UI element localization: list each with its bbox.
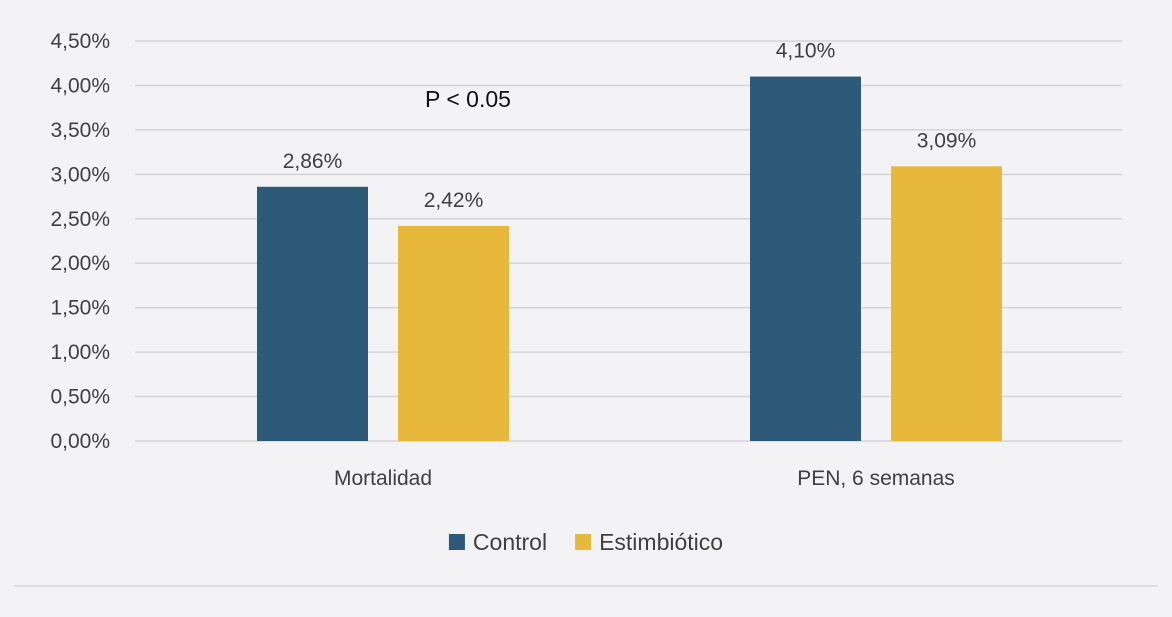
legend-swatch — [448, 534, 465, 550]
data-label: 2,86% — [283, 150, 343, 173]
legend-swatch — [575, 534, 592, 550]
data-label: 3,09% — [917, 129, 977, 152]
x-axis-category-labels: Mortalidad PEN, 6 semanas — [334, 467, 955, 490]
y-tick-label: 1,00% — [50, 341, 110, 364]
data-label: 2,42% — [424, 189, 484, 212]
bar-control — [257, 186, 368, 441]
legend: Control Estimbiótico — [448, 529, 723, 555]
bars — [257, 76, 1002, 442]
y-tick-label: 2,00% — [50, 252, 110, 275]
legend-label: Control — [473, 529, 547, 555]
y-tick-label: 3,50% — [50, 119, 110, 142]
category-label: Mortalidad — [334, 467, 432, 490]
y-axis-tick-labels: 0,00% 0,50% 1,00% 1,50% 2,00% 2,50% 3,00% 3,50%… — [50, 30, 110, 453]
y-tick-label: 0,50% — [50, 386, 110, 409]
legend-label: Estimbiótico — [599, 529, 723, 555]
category-label: PEN, 6 semanas — [797, 467, 955, 490]
y-tick-label: 4,50% — [50, 30, 110, 53]
data-label: 4,10% — [776, 40, 836, 63]
bar-estimbi-tico — [398, 225, 509, 441]
y-tick-label: 2,50% — [50, 208, 110, 231]
p-value-annotation: P < 0.05 — [425, 86, 511, 112]
y-tick-label: 4,00% — [50, 74, 110, 97]
y-tick-label: 3,00% — [50, 163, 110, 186]
bar-estimbi-tico — [891, 166, 1002, 442]
annotations: P < 0.05 — [425, 86, 511, 112]
bar-control — [750, 76, 861, 442]
y-tick-label: 0,00% — [50, 430, 110, 453]
y-tick-label: 1,50% — [50, 297, 110, 320]
data-labels: 2,86% 2,42% 4,10% 3,09% — [283, 40, 977, 212]
